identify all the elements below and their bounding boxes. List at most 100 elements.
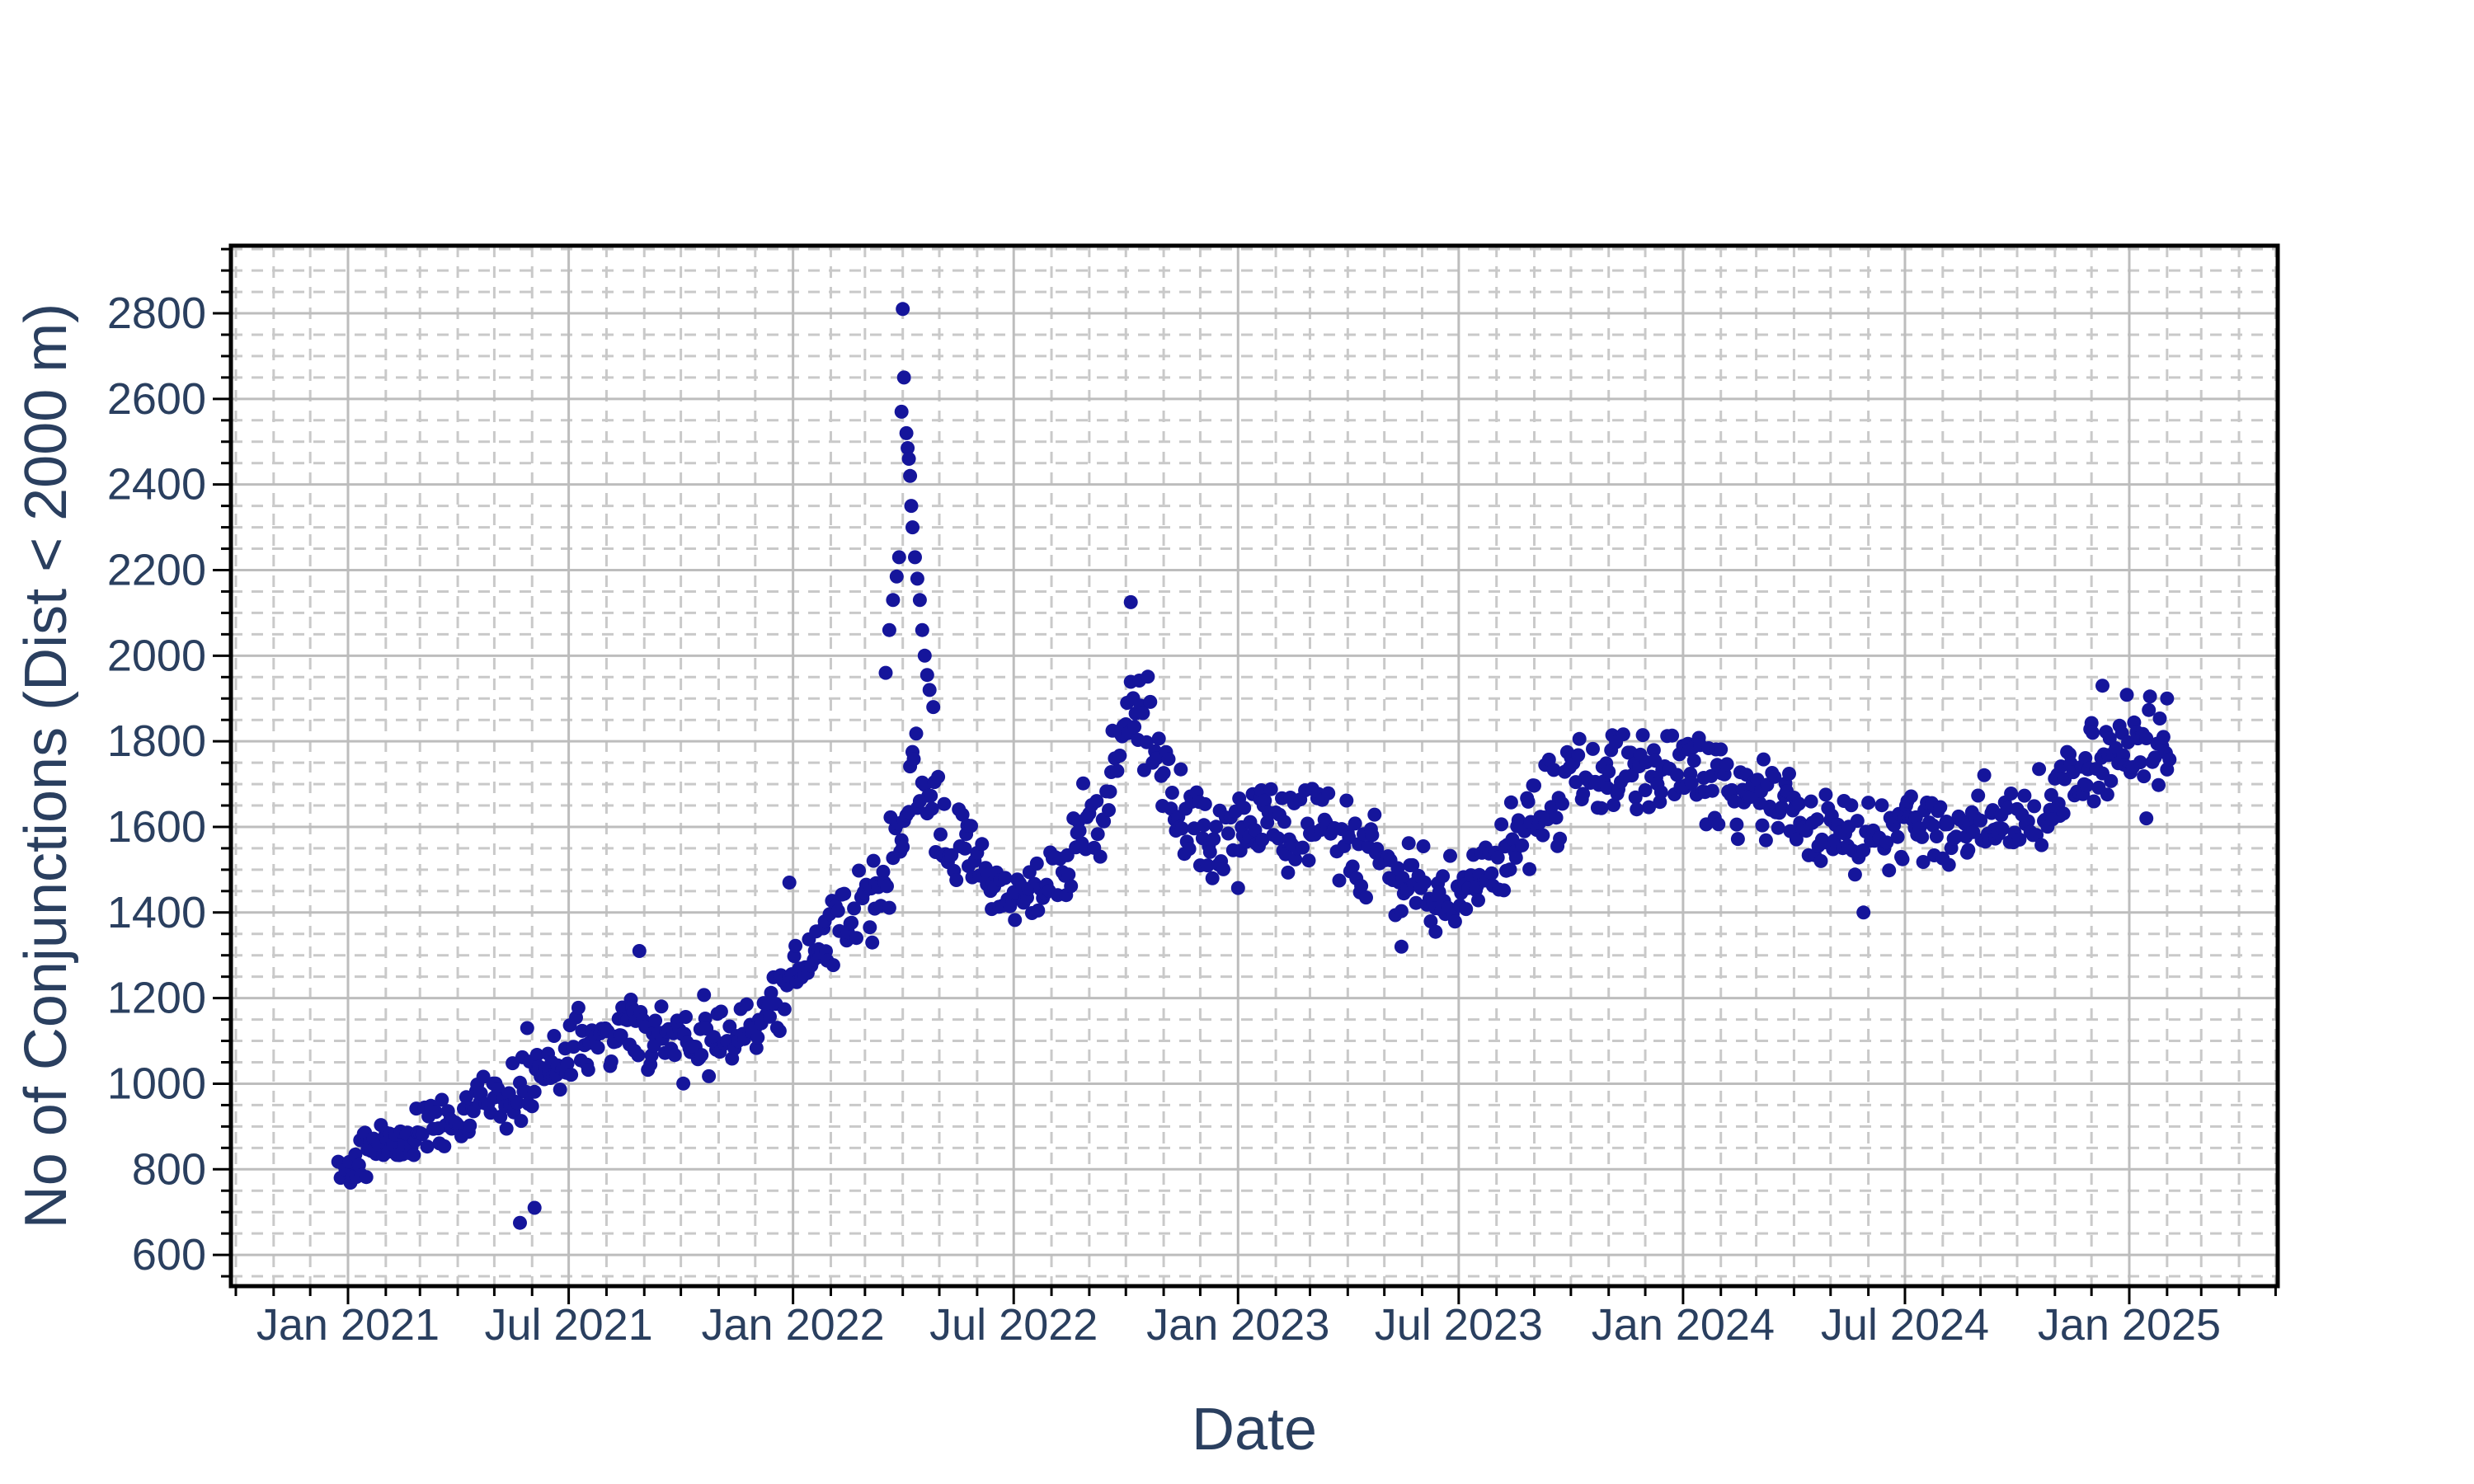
data-point <box>830 904 845 918</box>
data-point <box>1156 766 1171 781</box>
data-point <box>1571 748 1586 763</box>
data-point <box>1255 833 1270 847</box>
data-point <box>499 1121 514 1136</box>
data-point <box>1394 904 1409 918</box>
data-point <box>1844 798 1859 813</box>
data-point <box>1497 883 1512 898</box>
data-point <box>1635 728 1650 743</box>
data-point <box>1916 855 1931 869</box>
data-point <box>1977 768 1992 782</box>
data-point <box>1237 801 1252 815</box>
data-point <box>1642 800 1656 815</box>
plot-border <box>228 243 2280 1289</box>
data-point <box>1515 838 1530 852</box>
data-point <box>1112 749 1127 763</box>
data-point <box>1929 829 1944 843</box>
y-tick-label: 2800 <box>107 289 206 338</box>
data-point <box>702 1068 717 1083</box>
data-point <box>1941 857 1956 872</box>
data-point <box>788 938 803 953</box>
data-point <box>527 1200 542 1215</box>
data-point <box>564 1068 579 1082</box>
data-point <box>763 1009 777 1024</box>
data-point <box>1248 823 1263 838</box>
data-point <box>1459 902 1474 917</box>
data-point <box>415 1127 430 1142</box>
data-point <box>2056 806 2071 821</box>
data-point <box>1484 866 1499 881</box>
data-point <box>1895 852 1910 866</box>
data-point <box>2119 688 2134 702</box>
data-point <box>1321 786 1336 801</box>
x-tick-label: Jul 2021 <box>485 1300 653 1350</box>
data-point <box>547 1029 562 1043</box>
data-point <box>407 1148 421 1162</box>
data-point <box>1789 832 1804 847</box>
data-point <box>676 1076 691 1091</box>
data-point <box>529 1048 544 1062</box>
data-point <box>931 769 946 784</box>
data-point <box>957 841 972 856</box>
data-point <box>1301 853 1316 868</box>
data-point <box>1995 821 2010 836</box>
data-point <box>1428 924 1443 939</box>
data-point <box>2086 726 2100 740</box>
data-point <box>524 1099 539 1114</box>
data-point <box>1684 776 1699 791</box>
data-point <box>739 997 754 1012</box>
data-point <box>1436 869 1451 884</box>
data-point <box>922 683 937 697</box>
data-point <box>514 1114 529 1129</box>
data-point <box>1395 871 1410 885</box>
data-point <box>863 920 877 935</box>
data-point <box>1719 757 1734 772</box>
data-point <box>908 550 922 565</box>
data-point <box>1423 914 1438 928</box>
data-point <box>1874 798 1889 813</box>
data-point <box>1503 795 1518 810</box>
data-point <box>1882 863 1897 878</box>
data-point <box>694 1048 709 1063</box>
data-point <box>1890 829 1905 844</box>
y-tick-label: 2600 <box>107 374 206 424</box>
x-tick-label: Jan 2021 <box>256 1300 440 1350</box>
data-point <box>926 700 941 715</box>
data-point <box>1903 789 1918 804</box>
data-point <box>437 1139 452 1153</box>
data-point <box>882 900 896 915</box>
data-point <box>1271 831 1286 846</box>
data-point <box>2079 778 2094 793</box>
data-point <box>1141 669 1155 684</box>
data-point <box>2156 730 2171 744</box>
data-point <box>2086 794 2101 809</box>
data-point <box>722 1019 737 1034</box>
data-point <box>1139 735 1154 749</box>
data-point <box>1029 856 1044 871</box>
data-point <box>2147 750 2162 765</box>
data-point <box>1200 858 1215 873</box>
data-point <box>1490 850 1505 865</box>
data-point <box>847 901 862 916</box>
data-point <box>420 1139 435 1154</box>
data-point <box>924 788 938 803</box>
data-point <box>917 648 932 663</box>
x-tick-label: Jan 2025 <box>2038 1300 2221 1350</box>
data-point <box>949 873 964 887</box>
data-point <box>1093 849 1108 864</box>
data-point <box>955 807 970 822</box>
x-axis-tick-labels: Jan 2021 Jul 2021 Jan 2022 Jul 2022 Jan 2023… <box>256 1300 2221 1350</box>
data-point <box>2133 755 2147 770</box>
data-point <box>527 1084 542 1099</box>
data-point <box>1221 826 1235 841</box>
data-point <box>909 726 924 741</box>
data-point <box>1804 794 1818 809</box>
data-point <box>882 622 896 637</box>
data-point <box>1339 793 1354 808</box>
data-point <box>1061 867 1076 882</box>
data-point <box>1405 857 1420 872</box>
data-point <box>1072 824 1087 838</box>
data-point <box>772 1024 787 1038</box>
data-point <box>1332 873 1347 888</box>
data-point <box>571 1000 586 1015</box>
